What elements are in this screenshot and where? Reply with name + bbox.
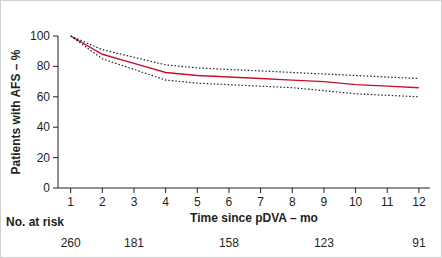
x-tick-label: 4 bbox=[162, 195, 169, 209]
x-tick-label: 6 bbox=[226, 195, 233, 209]
x-tick-label: 8 bbox=[289, 195, 296, 209]
at-risk-value: 91 bbox=[412, 236, 426, 250]
y-tick-label: 20 bbox=[37, 151, 51, 165]
chart: 020406080100123456789101112Time since pD… bbox=[0, 0, 442, 258]
y-tick bbox=[53, 36, 58, 37]
x-tick bbox=[260, 188, 261, 193]
at-risk-value: 181 bbox=[124, 236, 144, 250]
x-axis-label: Time since pDVA – mo bbox=[190, 211, 318, 225]
x-tick-label: 2 bbox=[99, 195, 106, 209]
at-risk-value: 260 bbox=[61, 236, 81, 250]
ci-line bbox=[71, 36, 419, 79]
x-tick bbox=[165, 188, 166, 193]
x-tick-label: 3 bbox=[131, 195, 138, 209]
x-tick bbox=[133, 188, 134, 193]
x-tick bbox=[292, 188, 293, 193]
y-tick bbox=[53, 188, 58, 189]
x-tick bbox=[70, 188, 71, 193]
y-tick bbox=[53, 66, 58, 67]
y-tick bbox=[53, 127, 58, 128]
y-tick-label: 40 bbox=[37, 120, 51, 134]
x-tick-label: 9 bbox=[321, 195, 328, 209]
x-tick bbox=[102, 188, 103, 193]
x-axis bbox=[58, 188, 430, 189]
survival-line bbox=[71, 36, 419, 88]
y-axis-label: Patients with AFS – % bbox=[9, 49, 23, 174]
x-tick-label: 12 bbox=[412, 195, 426, 209]
y-tick bbox=[53, 96, 58, 97]
y-axis bbox=[58, 36, 59, 188]
x-tick bbox=[197, 188, 198, 193]
x-tick bbox=[323, 188, 324, 193]
x-tick bbox=[228, 188, 229, 193]
x-tick bbox=[418, 188, 419, 193]
x-tick-label: 5 bbox=[194, 195, 201, 209]
x-tick bbox=[387, 188, 388, 193]
y-tick bbox=[53, 157, 58, 158]
ci-line bbox=[71, 36, 419, 97]
x-tick-label: 1 bbox=[67, 195, 74, 209]
x-tick-label: 10 bbox=[349, 195, 363, 209]
at-risk-value: 123 bbox=[314, 236, 334, 250]
x-tick-label: 11 bbox=[381, 195, 394, 209]
x-tick bbox=[355, 188, 356, 193]
y-tick-label: 80 bbox=[37, 59, 51, 73]
frame bbox=[1, 1, 442, 258]
y-tick-label: 60 bbox=[37, 90, 51, 104]
y-tick-label: 0 bbox=[43, 181, 50, 195]
at-risk-value: 158 bbox=[219, 236, 239, 250]
y-tick-label: 100 bbox=[30, 29, 50, 43]
at-risk-label: No. at risk bbox=[6, 215, 64, 229]
plot-area bbox=[71, 36, 419, 97]
x-tick-label: 7 bbox=[257, 195, 264, 209]
